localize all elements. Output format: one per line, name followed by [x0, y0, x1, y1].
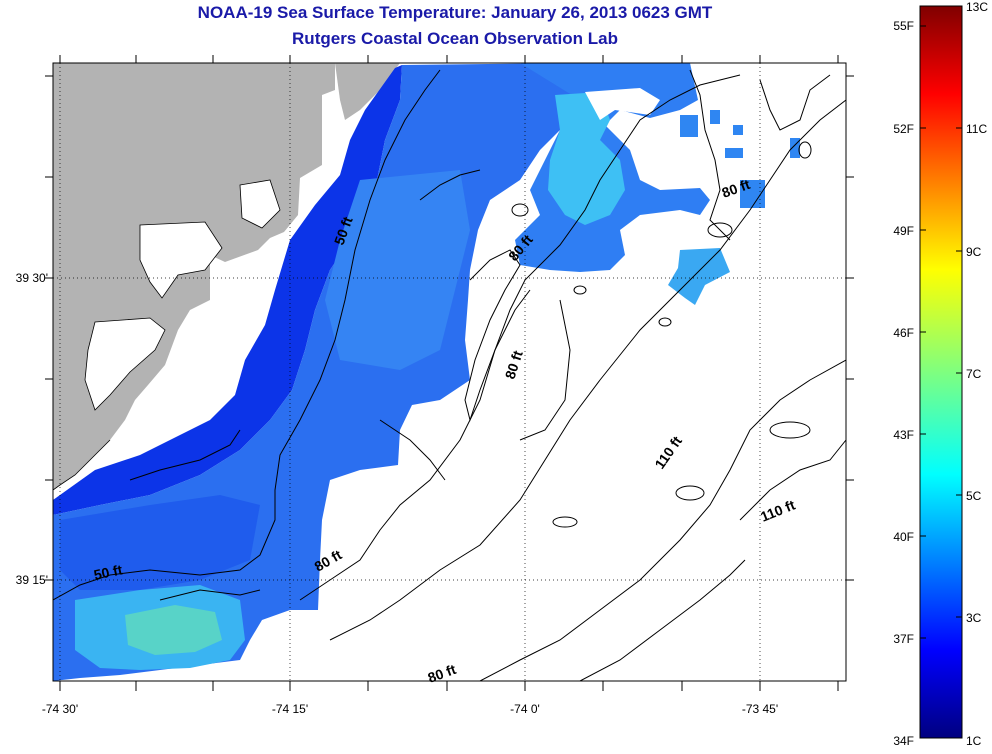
sst-northeast-cyan — [548, 92, 625, 225]
plot-frame — [52, 62, 847, 682]
colorbar-f-label: 34F — [893, 734, 914, 748]
x-axis-labels: -74 30' -74 15' -74 0' -73 45' — [42, 702, 778, 716]
colorbar-f-label: 40F — [893, 530, 914, 544]
land-mass — [53, 63, 335, 490]
colorbar-c-label: 1C — [966, 734, 982, 748]
sst-warmest-patch — [125, 605, 222, 655]
colorbar-f-label: 37F — [893, 632, 914, 646]
colorbar-f-label: 46F — [893, 326, 914, 340]
sst-patch — [790, 138, 800, 158]
colorbar-c-label: 5C — [966, 489, 982, 503]
gridlines — [53, 63, 846, 681]
colorbar-c-label: 7C — [966, 367, 982, 381]
x-tick-label: -73 45' — [742, 702, 778, 716]
colorbar-c-label: 9C — [966, 245, 982, 259]
land-barrier-island — [335, 63, 400, 120]
colorbar-c-label: 3C — [966, 611, 982, 625]
sst-patch — [680, 115, 698, 137]
sst-south-darker — [60, 495, 260, 590]
colorbar-f-label: 49F — [893, 224, 914, 238]
bathymetry-contours — [53, 69, 846, 681]
colorbar-c-label: 11C — [966, 122, 987, 136]
sst-patch — [668, 248, 730, 305]
colorbar-c-label: 13C — [966, 0, 988, 14]
colorbar-f-label: 52F — [893, 122, 914, 136]
y-tick-label: 39 15' — [16, 573, 48, 587]
sst-patch — [725, 148, 743, 158]
x-tick-label: -74 30' — [42, 702, 78, 716]
map-title: NOAA-19 Sea Surface Temperature: January… — [197, 3, 713, 22]
x-tick-label: -74 15' — [272, 702, 308, 716]
colorbar-celsius-labels: 13C 11C 9C 7C 5C 3C 1C — [966, 0, 988, 748]
colorbar-fahrenheit-labels: 55F 52F 49F 46F 43F 40F 37F 34F — [893, 19, 914, 748]
map-subtitle: Rutgers Coastal Ocean Observation Lab — [292, 29, 618, 48]
colorbar — [919, 5, 963, 739]
sst-patch — [733, 125, 743, 135]
bay-area-south — [85, 318, 165, 410]
sst-cold-band — [53, 65, 402, 515]
cloud-gap — [585, 88, 660, 120]
colorbar-ticks — [920, 25, 962, 639]
x-tick-label: -74 0' — [510, 702, 540, 716]
sst-patch — [710, 110, 720, 124]
contour-label: 50 ft — [92, 561, 124, 583]
coastline — [53, 179, 281, 491]
bay-area — [140, 222, 222, 298]
y-axis-labels: 39 30' 39 15' — [16, 271, 48, 587]
inlet — [240, 180, 280, 228]
colorbar-f-label: 55F — [893, 19, 914, 33]
colorbar-f-label: 43F — [893, 428, 914, 442]
contour-islands — [511, 141, 812, 528]
y-tick-label: 39 30' — [16, 271, 48, 285]
axis-ticks — [45, 55, 854, 691]
sst-mid-light — [325, 170, 470, 370]
